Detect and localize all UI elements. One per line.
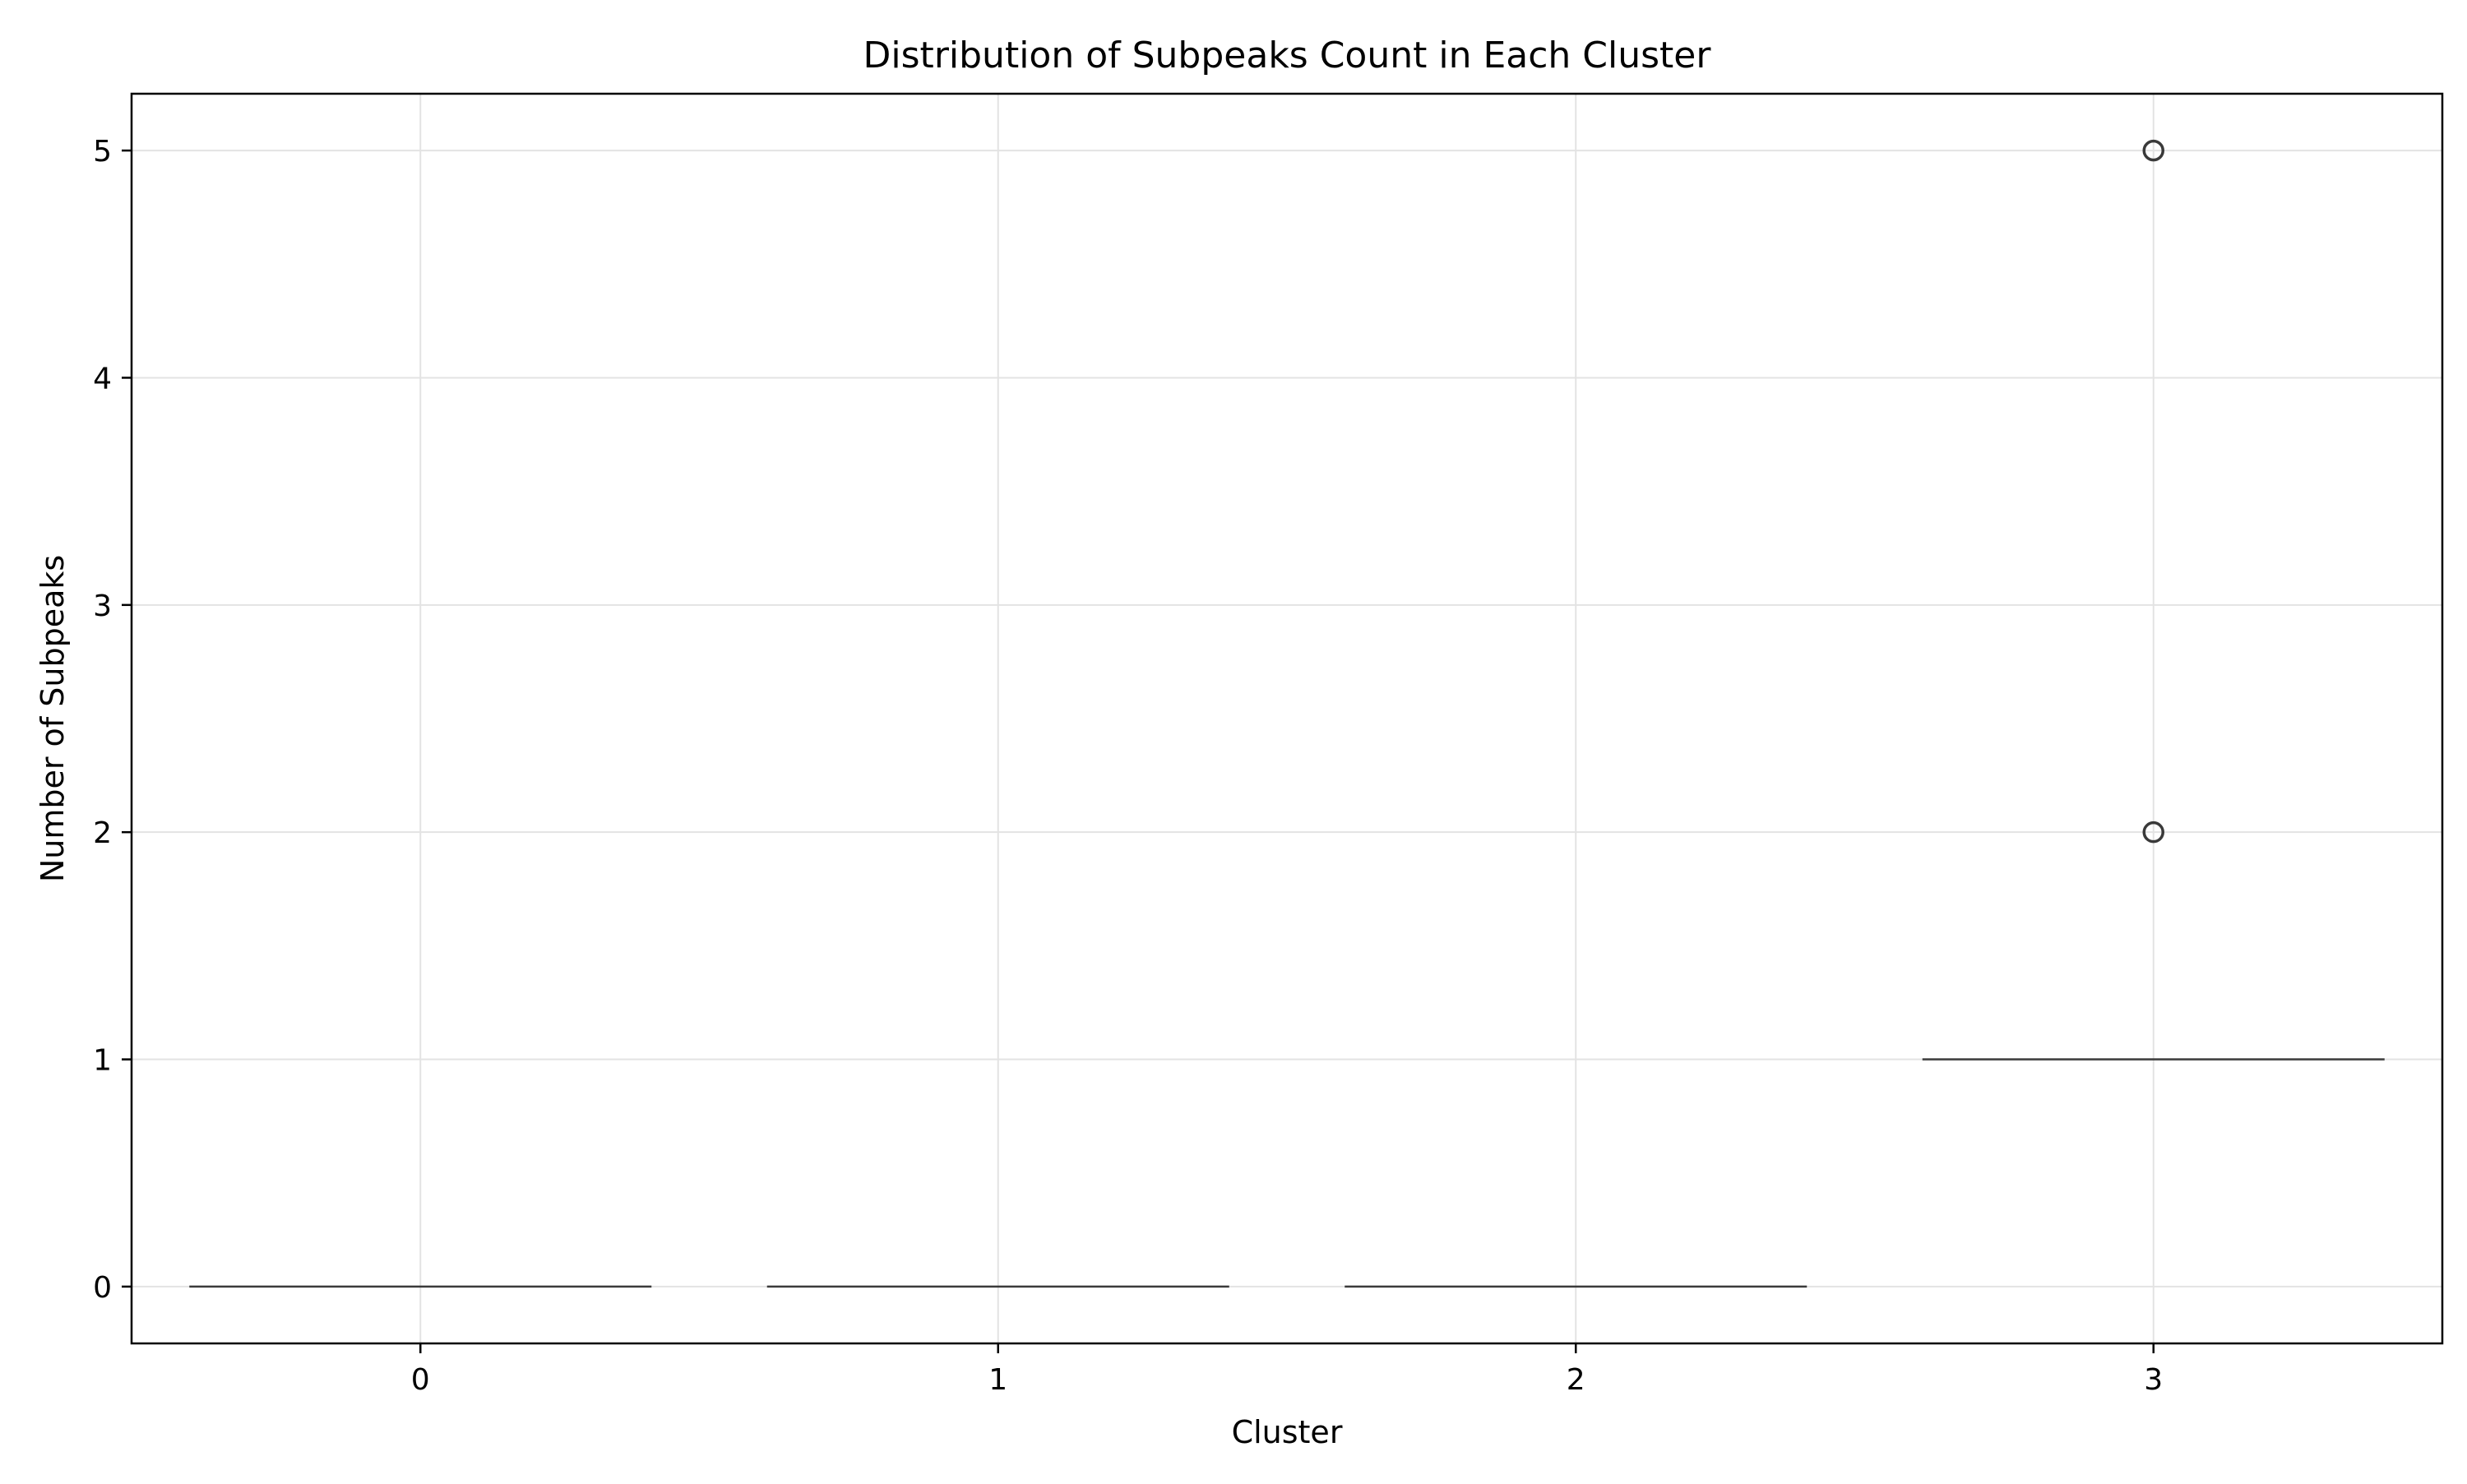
plot-frame <box>130 92 2444 1345</box>
y-tick-label: 1 <box>93 1044 112 1078</box>
chart-title: Distribution of Subpeaks Count in Each C… <box>863 35 1712 76</box>
outlier-point <box>2142 821 2164 844</box>
x-tick-label: 1 <box>988 1363 1007 1397</box>
y-axis-label: Number of Subpeaks <box>35 555 71 882</box>
outlier-point <box>2142 139 2164 162</box>
y-tick-label: 0 <box>93 1271 112 1305</box>
y-tick-label: 2 <box>93 816 112 850</box>
x-tick-label: 3 <box>2144 1363 2163 1397</box>
x-tick-label: 2 <box>1567 1363 1585 1397</box>
marks-layer <box>189 139 2385 1288</box>
ticks-layer: 0 1 2 3 4 5 0 1 2 3 <box>93 135 2163 1397</box>
y-tick-label: 4 <box>93 362 112 395</box>
y-tick-label: 3 <box>93 589 112 623</box>
y-tick-label: 5 <box>93 135 112 169</box>
x-tick-label: 0 <box>411 1363 430 1397</box>
grid-layer <box>132 94 2442 1343</box>
x-axis-label: Cluster <box>1232 1414 1343 1450</box>
